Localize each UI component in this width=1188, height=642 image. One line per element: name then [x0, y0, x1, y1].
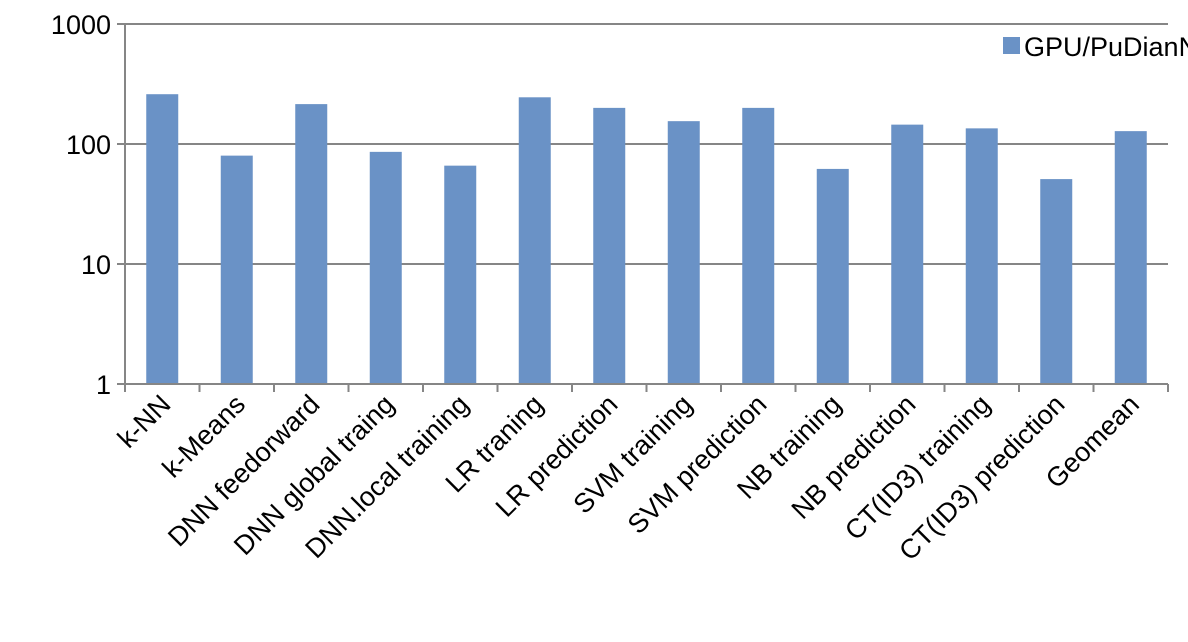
y-tick-label: 1000: [51, 10, 111, 40]
y-tick-label: 10: [81, 250, 111, 280]
y-tick-labels: 1 10 100 1000: [51, 10, 111, 400]
bar: [891, 124, 924, 385]
x-category-label: k-NN: [112, 389, 177, 454]
axes: [124, 24, 1169, 392]
bar: [146, 94, 179, 385]
legend-swatch: [1003, 37, 1020, 54]
legend-label: GPU/PuDianNao: [1024, 32, 1188, 62]
bar: [816, 168, 849, 384]
bars: [146, 94, 1147, 385]
bar: [220, 155, 253, 384]
y-tick-label: 1: [96, 370, 111, 400]
gridlines: [117, 23, 1168, 385]
bar: [369, 151, 402, 384]
bar: [1040, 179, 1073, 384]
y-tick-label: 100: [66, 130, 111, 160]
bar: [965, 128, 998, 384]
bar: [593, 107, 626, 384]
bar: [295, 104, 328, 384]
bar: [667, 121, 700, 385]
bar: [518, 97, 551, 384]
bar: [742, 107, 775, 384]
bar: [1114, 131, 1147, 384]
legend: GPU/PuDianNao: [1003, 32, 1188, 62]
bar: [444, 165, 477, 384]
